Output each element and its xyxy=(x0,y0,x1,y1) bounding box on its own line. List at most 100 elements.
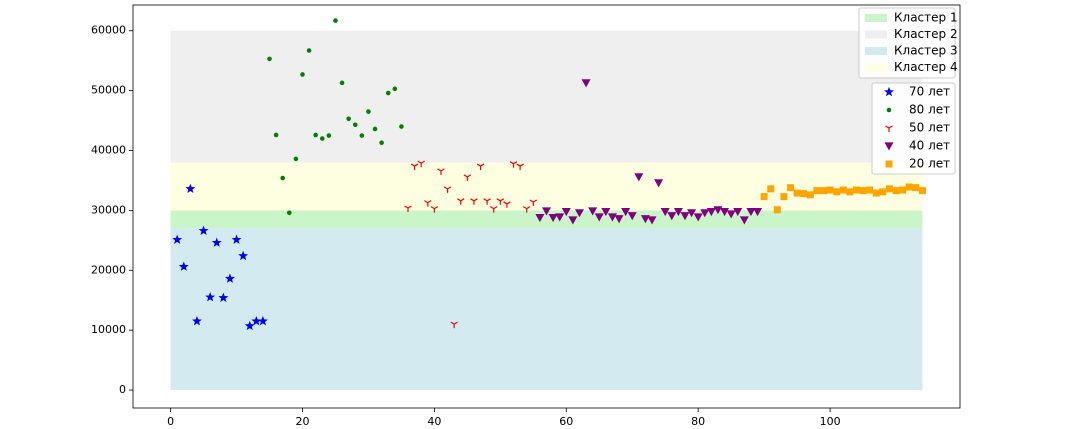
legend-label: Кластер 1 xyxy=(894,11,958,25)
point xyxy=(866,186,874,194)
x-tick-label: 100 xyxy=(820,415,841,428)
point xyxy=(640,215,650,224)
legend-label: Кластер 3 xyxy=(894,44,958,58)
point xyxy=(185,183,196,194)
point xyxy=(899,186,907,194)
point xyxy=(581,79,591,88)
point xyxy=(634,173,644,182)
point xyxy=(372,126,378,132)
point xyxy=(555,213,565,222)
point xyxy=(726,210,736,219)
point xyxy=(198,225,209,235)
point xyxy=(192,315,202,326)
point xyxy=(172,234,183,244)
point xyxy=(872,189,880,197)
point xyxy=(476,163,485,171)
point xyxy=(205,292,216,302)
point xyxy=(667,212,677,221)
point xyxy=(273,132,279,138)
point xyxy=(300,72,305,77)
point xyxy=(313,132,318,138)
legend-swatch xyxy=(865,30,887,39)
y-tick-label: 60000 xyxy=(91,24,126,37)
cluster-band xyxy=(170,162,923,211)
series-legend: 70 лет 80 лет 50 лет 40 лет 20 лет xyxy=(871,82,956,175)
point xyxy=(813,187,821,195)
point xyxy=(470,198,478,205)
point xyxy=(211,237,222,247)
legend-label: 40 лет xyxy=(909,139,950,153)
point xyxy=(687,209,697,218)
legend-label: 20 лет xyxy=(909,157,950,171)
point xyxy=(430,206,439,213)
point xyxy=(574,209,584,218)
point xyxy=(746,207,756,217)
legend-marker xyxy=(886,107,892,113)
point xyxy=(529,199,538,207)
point xyxy=(178,261,189,271)
legend-swatch xyxy=(865,14,887,22)
point xyxy=(588,207,598,216)
y-tick-label: 10000 xyxy=(91,323,126,336)
point xyxy=(905,183,913,191)
point xyxy=(463,174,472,181)
point xyxy=(489,206,498,213)
y-tick-label: 50000 xyxy=(91,84,126,97)
point xyxy=(793,189,801,197)
point xyxy=(257,315,268,326)
point xyxy=(319,136,325,141)
point xyxy=(483,198,491,205)
point xyxy=(800,190,808,198)
point xyxy=(568,216,578,225)
point xyxy=(399,124,404,129)
point xyxy=(826,186,834,194)
x-tick-label: 80 xyxy=(691,415,705,428)
point xyxy=(654,179,664,188)
legend-box xyxy=(858,7,956,79)
legend-swatch xyxy=(865,63,887,72)
point xyxy=(819,187,827,195)
point xyxy=(806,191,814,199)
legend-label: 80 лет xyxy=(909,103,950,117)
point xyxy=(225,273,235,283)
point xyxy=(787,184,795,192)
y-tick-label: 0 xyxy=(119,383,126,396)
point xyxy=(720,207,730,217)
point xyxy=(780,193,788,201)
legend-label: 50 лет xyxy=(909,121,950,135)
point xyxy=(496,198,505,205)
point xyxy=(601,207,611,217)
point xyxy=(238,250,249,261)
point xyxy=(700,209,710,218)
legend-marker xyxy=(885,125,893,132)
x-tick-label: 0 xyxy=(167,415,174,428)
point xyxy=(879,188,887,196)
point xyxy=(660,207,670,217)
point xyxy=(443,186,452,193)
point xyxy=(846,188,854,196)
point xyxy=(251,315,262,326)
point xyxy=(359,133,365,138)
point xyxy=(280,175,286,181)
point xyxy=(680,212,690,221)
point xyxy=(457,198,465,205)
point xyxy=(647,216,657,225)
point xyxy=(366,109,371,114)
point xyxy=(621,207,631,217)
point xyxy=(859,187,867,195)
point xyxy=(773,206,781,214)
legend-marker xyxy=(884,142,894,151)
point xyxy=(535,213,545,223)
point xyxy=(839,186,847,194)
cluster-band xyxy=(170,228,923,391)
x-tick-label: 20 xyxy=(295,415,309,428)
point xyxy=(286,210,292,216)
band-legend: Кластер 1 Кластер 2 Кластер 3 Кластер 4 xyxy=(858,7,958,79)
point xyxy=(548,213,558,223)
cluster-band xyxy=(170,30,923,163)
point xyxy=(614,215,624,224)
point xyxy=(346,116,351,122)
point xyxy=(542,207,551,216)
point xyxy=(244,320,255,331)
point xyxy=(509,161,518,168)
